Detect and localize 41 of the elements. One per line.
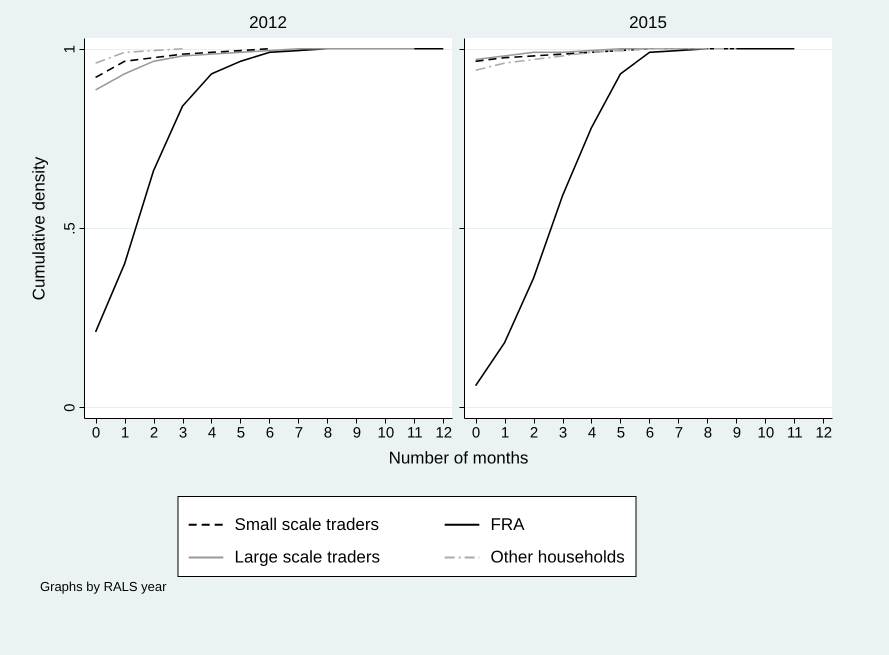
text: Graphs by RALS year xyxy=(40,579,166,594)
x-tick-label: 2 xyxy=(530,424,538,442)
y-tick-label: 0 xyxy=(62,404,78,412)
y-axis-title: Cumulative density xyxy=(30,156,48,300)
x-tick-label: 10 xyxy=(378,424,394,442)
x-tick-label: 10 xyxy=(758,424,774,442)
x-tick-label: 5 xyxy=(236,424,246,442)
x-tick-label: 7 xyxy=(294,424,304,442)
legend-label: FRA xyxy=(490,514,526,534)
x-tick-label: 9 xyxy=(352,424,362,442)
x-tick-label: 1 xyxy=(120,424,130,442)
line-series xyxy=(94,48,270,78)
x-tick-label: 6 xyxy=(266,424,274,442)
x-tick-label: 4 xyxy=(208,424,216,442)
legend-label: Small scale traders xyxy=(234,514,380,534)
x-tick-label: 7 xyxy=(674,424,684,442)
x-tick-label: 12 xyxy=(435,424,452,442)
x-tick-label: 11 xyxy=(787,424,803,442)
x-tick-label: 5 xyxy=(616,424,626,442)
x-tick-label: 4 xyxy=(588,424,596,442)
x-tick-label: 11 xyxy=(407,424,423,442)
x-tick-label: 6 xyxy=(646,424,654,442)
x-tick-label: 9 xyxy=(732,424,742,442)
chart-title: 2015 xyxy=(629,13,667,32)
line-series xyxy=(94,48,416,91)
y-tick-label: .5 xyxy=(62,222,78,235)
chart-title: 2012 xyxy=(249,13,287,32)
x-tick-label: 8 xyxy=(324,424,332,442)
legend-label: Large scale traders xyxy=(234,548,380,566)
x-tick-label: 0 xyxy=(472,424,480,442)
x-tick-label: 12 xyxy=(815,424,832,442)
line-series xyxy=(94,48,184,64)
x-tick-label: 2 xyxy=(150,424,158,442)
x-tick-label: 0 xyxy=(92,424,100,442)
x-tick-label: 1 xyxy=(500,424,510,442)
x-tick-label: 3 xyxy=(178,424,188,442)
x-tick-label: 3 xyxy=(558,424,568,442)
x-tick-label: 8 xyxy=(704,424,712,442)
legend-label: Other households xyxy=(490,548,625,566)
y-tick-label: 1 xyxy=(62,45,78,54)
x-axis-title: Number of months xyxy=(388,448,528,468)
